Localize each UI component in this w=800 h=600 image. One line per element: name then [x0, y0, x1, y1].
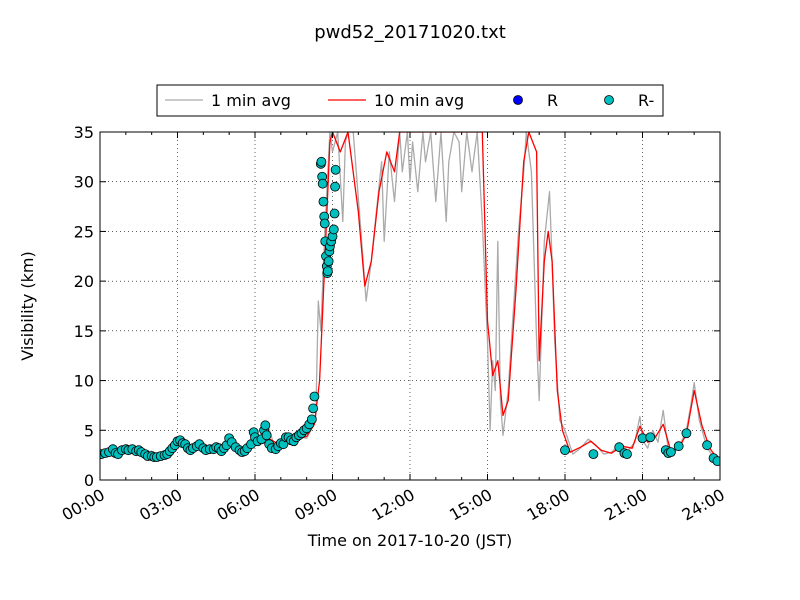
data-point-r-: [308, 403, 319, 414]
x-tick-label: 00:00: [59, 485, 108, 525]
legend-label-1min: 1 min avg: [211, 91, 291, 110]
x-tick-label: 21:00: [601, 485, 650, 525]
data-point-r-: [322, 266, 333, 277]
x-tick-label: 18:00: [524, 485, 573, 525]
x-tick-label: 06:00: [214, 485, 263, 525]
axis-ticks: [99, 131, 721, 481]
data-point-r-: [328, 224, 339, 235]
data-point-r-: [681, 428, 692, 439]
y-axis-label: Visibility (km): [18, 251, 37, 360]
data-point-r-: [323, 256, 334, 267]
data-point-r-: [560, 445, 570, 456]
legend: 1 min avg 10 min avg R R-: [156, 84, 664, 117]
data-point-r-: [712, 456, 720, 467]
x-tick-label: 12:00: [369, 485, 418, 525]
x-tick-label: 24:00: [679, 485, 728, 525]
y-tick-label: 10: [74, 372, 94, 391]
tick-labels: 00:00 03:00 06:00 09:00 12:00 15:00 18:00 21:00…: [59, 123, 728, 525]
x-tick-label: 09:00: [291, 485, 340, 525]
data-point-r-: [330, 164, 341, 175]
data-point-r-: [666, 447, 676, 458]
data-point-r-: [622, 449, 632, 460]
data-point-r-: [319, 218, 330, 229]
data-point-r-: [673, 441, 684, 452]
legend-label-10min: 10 min avg: [374, 91, 464, 110]
data-point-r-: [260, 420, 271, 431]
data-point-r-: [588, 449, 599, 460]
legend-marker-r-minus: [604, 95, 614, 105]
x-axis-label: Time on 2017-10-20 (JST): [307, 531, 512, 550]
chart-title: pwd52_20171020.txt: [314, 22, 506, 43]
data-point-r-: [645, 432, 656, 443]
data-point-r-: [330, 181, 340, 192]
data-point-r-: [309, 391, 320, 402]
data-point-r-: [317, 178, 328, 189]
y-tick-label: 15: [74, 322, 94, 341]
data-point-r-: [261, 430, 272, 441]
legend-marker-r: [513, 95, 523, 105]
data-point-r-: [306, 414, 317, 425]
y-tick-label: 30: [74, 173, 94, 192]
y-tick-label: 20: [74, 272, 94, 291]
x-tick-label: 15:00: [446, 485, 495, 525]
x-tick-label: 03:00: [136, 485, 185, 525]
y-tick-label: 25: [74, 222, 94, 241]
legend-label-r: R: [547, 91, 558, 110]
data-point-r-: [318, 196, 329, 207]
data-point-r-: [702, 440, 712, 451]
legend-label-r-minus: R-: [638, 91, 654, 110]
data-point-r-: [316, 156, 327, 167]
legend-box: [156, 84, 664, 117]
grid-lines: [100, 132, 720, 480]
y-tick-label: 5: [84, 421, 94, 440]
data-point-r-: [329, 208, 340, 219]
y-tick-label: 0: [84, 471, 94, 490]
y-tick-label: 35: [74, 123, 94, 142]
